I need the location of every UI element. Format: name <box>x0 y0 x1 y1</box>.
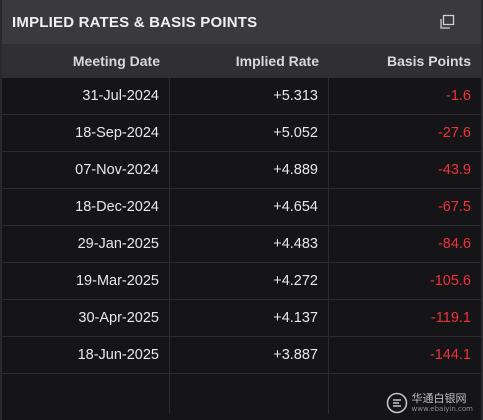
empty-cell <box>170 374 329 414</box>
table-row[interactable]: 18-Sep-2024 +5.052 -27.6 <box>2 115 481 152</box>
basis-points-cell: -1.6 <box>446 88 471 104</box>
table-row[interactable]: 31-Jul-2024 +5.313 -1.6 <box>2 78 481 115</box>
ebaiyin-logo-icon <box>386 392 407 414</box>
meeting-date-cell: 29-Jan-2025 <box>2 226 170 262</box>
watermark-text: 华通白银网 www.ebaiyin.com <box>412 393 473 413</box>
basis-points-cell: -105.6 <box>429 273 471 289</box>
meeting-date-cell: 31-Jul-2024 <box>2 78 170 114</box>
table-row[interactable]: 07-Nov-2024 +4.889 -43.9 <box>2 152 481 189</box>
table-row[interactable]: 18-Dec-2024 +4.654 -67.5 <box>2 189 481 226</box>
watermark: 华通白银网 www.ebaiyin.com <box>386 392 473 414</box>
table-row[interactable]: 19-Mar-2025 +4.272 -105.6 <box>2 263 481 300</box>
header-basis-points[interactable]: Basis Points <box>386 53 471 69</box>
implied-rate-cell: +4.654 <box>170 189 329 225</box>
meeting-date-cell: 19-Mar-2025 <box>2 263 170 299</box>
meeting-date-cell: 07-Nov-2024 <box>2 152 170 188</box>
basis-points-cell: -67.5 <box>437 199 471 215</box>
implied-rate-cell: +5.313 <box>170 78 329 114</box>
popout-window-icon[interactable] <box>433 8 461 36</box>
header-meeting-date[interactable]: Meeting Date <box>72 53 160 69</box>
table-body: 31-Jul-2024 +5.313 -1.6 18-Sep-2024 +5.0… <box>2 78 481 420</box>
basis-points-cell: -119.1 <box>430 310 471 326</box>
meeting-date-cell: 18-Jun-2025 <box>2 337 170 373</box>
implied-rate-cell: +4.889 <box>170 152 329 188</box>
table-row[interactable]: 29-Jan-2025 +4.483 -84.6 <box>2 226 481 263</box>
empty-cell <box>2 374 170 414</box>
header-implied-rate[interactable]: Implied Rate <box>235 53 319 69</box>
table-row[interactable]: 18-Jun-2025 +3.887 -144.1 <box>2 337 481 374</box>
meeting-date-cell: 18-Dec-2024 <box>2 189 170 225</box>
basis-points-cell: -27.6 <box>437 125 471 141</box>
implied-rate-cell: +5.052 <box>170 115 329 151</box>
implied-rate-cell: +3.887 <box>170 337 329 373</box>
watermark-sub-text: www.ebaiyin.com <box>411 405 473 413</box>
table-header: Meeting Date Implied Rate Basis Points <box>2 44 481 78</box>
basis-points-cell: -84.6 <box>437 236 471 252</box>
meeting-date-cell: 18-Sep-2024 <box>2 115 170 151</box>
basis-points-cell: -144.1 <box>429 347 471 363</box>
table-row[interactable]: 30-Apr-2025 +4.137 -119.1 <box>2 300 481 337</box>
basis-points-cell: -43.9 <box>437 162 471 178</box>
watermark-main-text: 华通白银网 <box>411 392 467 405</box>
empty-table-row <box>2 374 481 414</box>
implied-rate-cell: +4.272 <box>170 263 329 299</box>
implied-rate-cell: +4.483 <box>170 226 329 262</box>
meeting-date-cell: 30-Apr-2025 <box>2 300 170 336</box>
implied-rate-cell: +4.137 <box>170 300 329 336</box>
panel-title-bar: IMPLIED RATES & BASIS POINTS <box>2 0 481 44</box>
panel-title: IMPLIED RATES & BASIS POINTS <box>12 13 258 31</box>
